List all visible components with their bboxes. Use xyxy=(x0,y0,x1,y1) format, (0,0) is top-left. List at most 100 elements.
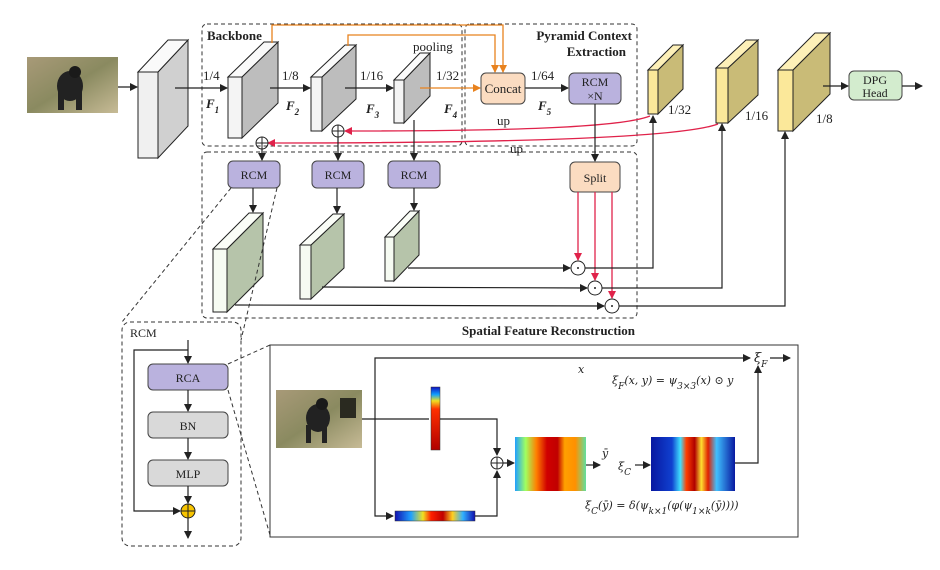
detail-input-image xyxy=(276,390,362,448)
block-front-face xyxy=(393,79,405,124)
dpg-head-box: DPG Head xyxy=(848,70,903,101)
reconstructed-block xyxy=(298,212,346,301)
feature-label-f3: F3 xyxy=(365,101,380,120)
zoom-connector xyxy=(227,344,271,365)
svg-text:RCA: RCA xyxy=(176,371,201,385)
skip-connection xyxy=(133,349,188,515)
scale-label: 1/4 xyxy=(203,68,220,83)
upsample-arrow xyxy=(267,123,719,147)
up-label: up xyxy=(510,141,523,156)
scale-label: 1/32 xyxy=(436,68,459,83)
block-front-face xyxy=(227,76,243,139)
multiply-node xyxy=(570,260,586,276)
reconstructed-block xyxy=(211,211,265,314)
reconstructed-block xyxy=(383,209,421,283)
mlp-box: MLP xyxy=(147,459,229,487)
feature-label-f2: F2 xyxy=(285,98,300,117)
rcm-panel-title: RCM xyxy=(130,326,157,340)
arrow xyxy=(735,365,762,464)
pooling-arrow xyxy=(271,24,507,73)
arrow xyxy=(440,418,501,456)
stem-feature-block xyxy=(136,38,190,160)
pooling-label: pooling xyxy=(413,39,453,54)
arrow xyxy=(234,301,605,310)
svg-text:MLP: MLP xyxy=(176,467,201,481)
scale-label: 1/16 xyxy=(745,108,769,123)
scale-label: 1/16 xyxy=(360,68,384,83)
fused-heatmap xyxy=(515,437,586,491)
block-front-face xyxy=(137,71,159,159)
multiply-node xyxy=(587,280,603,296)
rcm-xn-box: RCM ×N xyxy=(568,72,622,105)
output-block-1-8 xyxy=(776,31,832,133)
zoom-connector xyxy=(240,187,278,341)
feature-block-f1 xyxy=(226,40,280,140)
output-block-1-16 xyxy=(714,38,760,125)
add-node xyxy=(331,124,345,138)
ybar-label: ȳ xyxy=(601,447,609,460)
horizontal-attention-map xyxy=(394,510,476,522)
svg-text:RCM: RCM xyxy=(401,168,428,182)
arrow xyxy=(585,115,657,269)
svg-text:RCM: RCM xyxy=(241,168,268,182)
xi-f-label: ξF xyxy=(754,351,768,370)
bn-box: BN xyxy=(147,411,229,439)
pce-title-line1: Pyramid Context xyxy=(536,28,632,43)
block-front-face xyxy=(212,248,228,313)
input-image xyxy=(27,57,118,113)
rcm-box: RCM xyxy=(387,160,441,189)
output-heatmap xyxy=(651,437,735,491)
output-block-1-32 xyxy=(646,43,685,116)
zoom-connector xyxy=(227,389,271,536)
add-node xyxy=(490,456,504,470)
vertical-attention-map xyxy=(430,386,441,451)
pooling-arrow xyxy=(347,34,499,73)
block-front-face xyxy=(384,236,395,282)
arrow xyxy=(602,123,726,289)
concat-box: Concat xyxy=(480,72,526,105)
formula-xi-f: ξF(x, y) = ψ3×3(x) ⊙ y xyxy=(612,374,734,392)
arrow xyxy=(619,131,789,307)
block-front-face xyxy=(715,67,729,124)
up-label: up xyxy=(497,113,510,128)
feature-block-f2 xyxy=(309,43,358,133)
rcm-box: RCM xyxy=(227,160,281,189)
rcm-box: RCM xyxy=(311,160,365,189)
feature-label-f5: F5 xyxy=(537,98,552,117)
block-front-face xyxy=(299,244,312,300)
svg-text:RCM: RCM xyxy=(325,168,352,182)
arrow xyxy=(321,283,588,292)
svg-text:BN: BN xyxy=(180,419,197,433)
backbone-title: Backbone xyxy=(207,28,262,43)
arrow xyxy=(475,470,501,517)
zoom-connector xyxy=(121,187,232,323)
rca-box: RCA xyxy=(147,363,229,391)
block-front-face xyxy=(310,76,323,132)
block-front-face xyxy=(777,69,794,132)
upsample-arrow xyxy=(344,115,651,135)
rcm-xn-label: RCM xyxy=(582,75,609,89)
xi-c-label: ξC xyxy=(618,460,631,478)
multiply-node xyxy=(604,298,620,314)
identity-arrow xyxy=(374,354,751,419)
feature-label-f4: F4 xyxy=(443,101,458,120)
scale-label: 1/64 xyxy=(531,68,555,83)
spatial-reconstruction-region xyxy=(201,151,638,319)
pyramid-context-region xyxy=(464,23,638,147)
block-front-face xyxy=(647,69,659,115)
concat-label: Concat xyxy=(485,81,522,96)
scale-label: 1/32 xyxy=(668,102,691,117)
scale-label: 1/8 xyxy=(816,111,833,126)
add-node xyxy=(255,136,269,150)
split-box: Split xyxy=(569,161,621,193)
arrow xyxy=(374,419,394,520)
svg-text:Split: Split xyxy=(584,171,607,185)
head-label: Head xyxy=(862,86,887,100)
sfr-title: Spatial Feature Reconstruction xyxy=(462,323,636,338)
add-node xyxy=(180,503,196,519)
dpg-label: DPG xyxy=(863,73,887,87)
feature-label-f1: F1 xyxy=(205,96,219,115)
pce-title-line2: Extraction xyxy=(567,44,627,59)
x-label: x xyxy=(578,363,585,376)
